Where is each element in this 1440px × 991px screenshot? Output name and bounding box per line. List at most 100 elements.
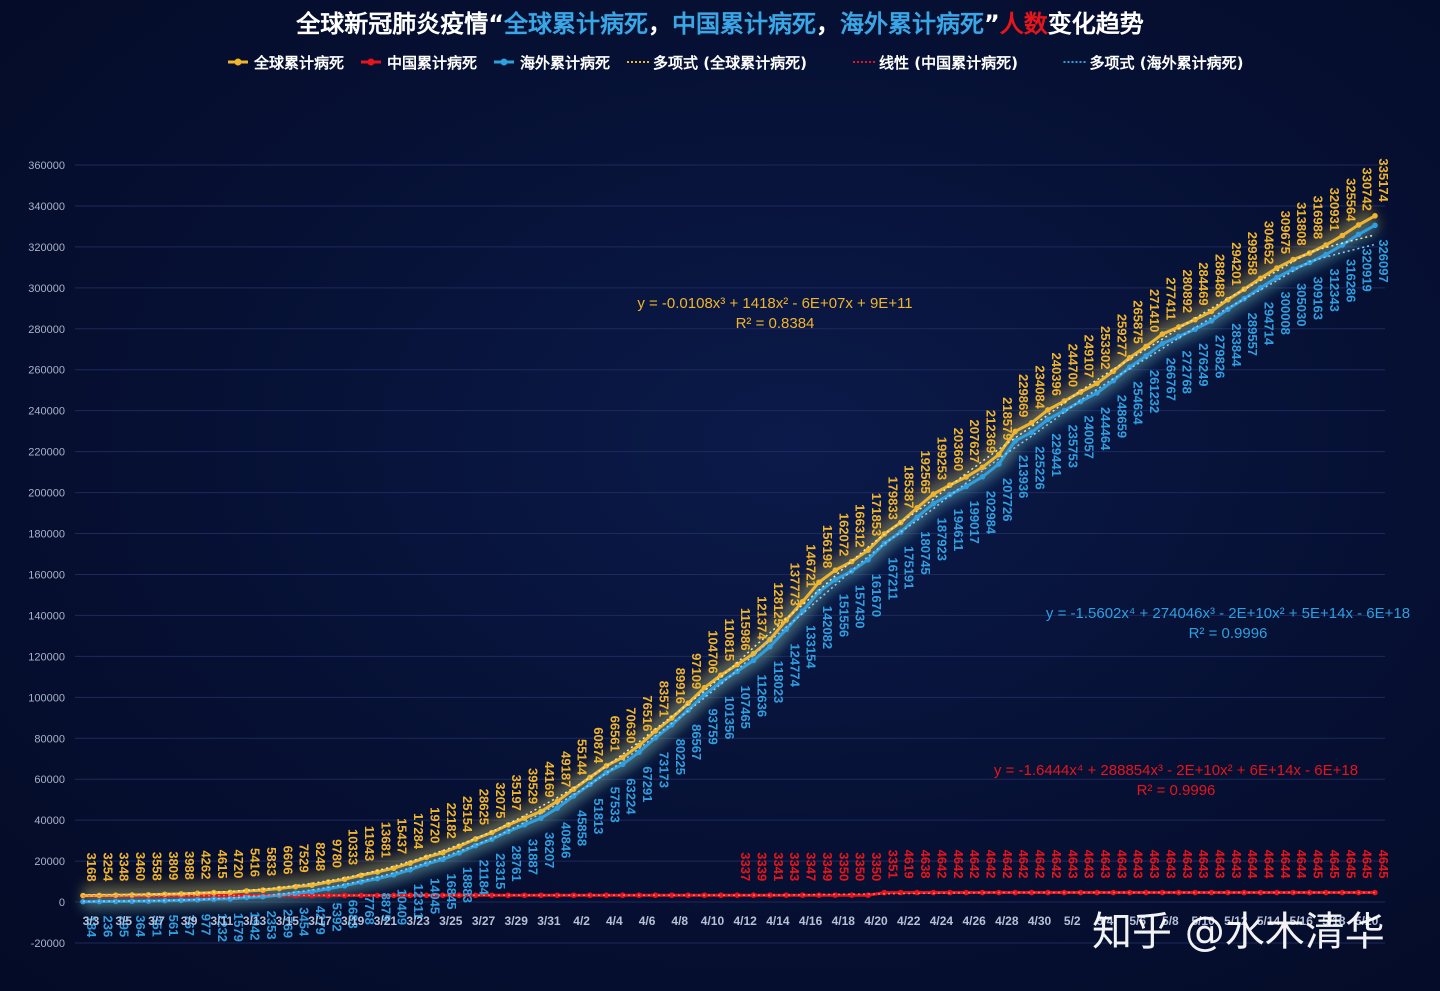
global-trend-equation: y = -0.0108x³ + 1418x² - 6E+07x + 9E+11 (637, 295, 912, 312)
china-data-point (1274, 889, 1280, 896)
x-tick-label: 5/10 (1191, 914, 1215, 928)
title-part: ” (984, 10, 1000, 38)
global-data-label: 11943 (362, 826, 377, 861)
overseas-data-label: 272768 (1180, 350, 1195, 393)
x-tick-label: 5/4 (1097, 914, 1114, 928)
x-tick-label: 3/21 (374, 914, 398, 928)
china-data-label: 3343 (787, 852, 802, 881)
overseas-data-label: 10409 (395, 889, 410, 925)
y-tick-label: 0 (59, 897, 65, 909)
overseas-data-label: 5392 (329, 903, 344, 932)
china-data-label: 3350 (836, 852, 851, 881)
global-data-label: 271410 (1147, 289, 1162, 332)
title-part: 全球累计病死 (503, 10, 648, 38)
overseas-data-point (243, 894, 250, 901)
global-data-label: 277411 (1163, 277, 1178, 320)
overseas-data-label: 316286 (1343, 259, 1358, 302)
global-data-label: 3254 (100, 852, 115, 882)
global-data-label: 185387 (902, 465, 917, 508)
china-data-point (799, 892, 806, 898)
x-tick-label: 5/12 (1224, 914, 1248, 928)
overseas-data-point (897, 529, 904, 535)
global-data-label: 320931 (1327, 188, 1342, 231)
global-data-point (652, 728, 659, 734)
x-tick-label: 4/24 (930, 914, 954, 928)
overseas-data-point (505, 828, 512, 835)
global-data-label: 76516 (640, 695, 655, 731)
global-data-point (456, 843, 462, 849)
overseas-data-point (979, 473, 986, 480)
global-data-label: 229869 (1016, 374, 1031, 417)
overseas-data-point (1323, 251, 1329, 258)
legend-item: 多项式 (海外累计病死) (1063, 54, 1243, 72)
overseas-data-label: 142082 (820, 606, 835, 649)
china-data-point (881, 889, 888, 896)
china-data-point (832, 892, 839, 898)
global-data-label: 3348 (117, 852, 132, 881)
overseas-data-point (227, 896, 233, 902)
global-data-point (1110, 368, 1117, 375)
global-data-point (1339, 232, 1346, 239)
legend-marker (367, 58, 375, 66)
china-data-label: 4643 (1229, 850, 1244, 879)
overseas-r-squared: R² = 0.9996 (1189, 625, 1268, 642)
global-data-point (1257, 275, 1264, 282)
global-r-squared: R² = 0.8384 (736, 315, 815, 332)
overseas-data-label: 93759 (705, 709, 720, 745)
global-data-point (538, 808, 544, 815)
overseas-data-point (1257, 285, 1264, 291)
overseas-data-label: 229441 (1049, 433, 1064, 476)
global-data-label: 192565 (918, 450, 933, 493)
china-data-label: 4645 (1343, 850, 1358, 879)
global-data-label: 13681 (378, 822, 393, 858)
overseas-data-point (1208, 318, 1215, 324)
global-data-label: 60874 (591, 727, 606, 764)
x-tick-label: 4/20 (864, 914, 888, 928)
global-data-label: 309675 (1278, 211, 1293, 254)
overseas-data-point (178, 897, 184, 904)
global-data-label: 22182 (444, 803, 459, 839)
china-data-label: 4619 (902, 850, 917, 879)
china-data-label: 4642 (934, 850, 949, 879)
x-tick-label: 3/25 (439, 914, 463, 928)
global-data-point (489, 829, 495, 836)
global-data-point (1175, 324, 1182, 330)
global-data-label: 3809 (166, 851, 181, 880)
legend-item: 线性 (中国累计病死) (853, 54, 1018, 72)
x-tick-label: 5/2 (1064, 914, 1081, 928)
overseas-data-label: 28761 (509, 845, 524, 881)
global-data-label: 166312 (853, 504, 868, 547)
overseas-data-label: 235753 (1065, 425, 1080, 468)
china-data-label: 3349 (820, 852, 835, 881)
overseas-data-label: 1232 (215, 913, 230, 942)
global-data-label: 28625 (477, 789, 492, 825)
global-data-label: 244700 (1065, 344, 1080, 387)
x-tick-label: 5/14 (1257, 914, 1281, 928)
overseas-data-label: 326097 (1376, 239, 1391, 282)
overseas-data-point (881, 540, 888, 547)
overseas-data-label: 161670 (869, 574, 884, 617)
china-data-label: 3350 (869, 852, 884, 881)
china-trendline (82, 891, 1375, 897)
overseas-data-label: 184 (84, 916, 99, 938)
x-tick-label: 4/22 (897, 914, 921, 928)
china-data-point (1143, 889, 1149, 896)
global-data-label: 171853 (869, 493, 884, 536)
overseas-data-point (489, 836, 495, 842)
global-data-label: 44169 (542, 761, 557, 797)
overseas-data-label: 23315 (493, 853, 508, 889)
global-data-label: 128125 (771, 582, 786, 625)
china-data-label: 4642 (1000, 850, 1015, 879)
global-data-point (194, 890, 201, 897)
x-tick-label: 3/27 (472, 914, 496, 928)
overseas-data-point (1274, 274, 1280, 281)
x-tick-label: 3/5 (115, 914, 132, 928)
overseas-data-label: 6683 (346, 900, 361, 929)
overseas-data-point (848, 568, 855, 574)
y-tick-label: 220000 (28, 447, 65, 459)
global-data-point (619, 754, 626, 761)
global-data-label: 218579 (1000, 397, 1015, 440)
overseas-data-point (1355, 231, 1362, 238)
x-tick-label: 3/29 (505, 914, 529, 928)
overseas-data-label: 175191 (902, 546, 917, 589)
